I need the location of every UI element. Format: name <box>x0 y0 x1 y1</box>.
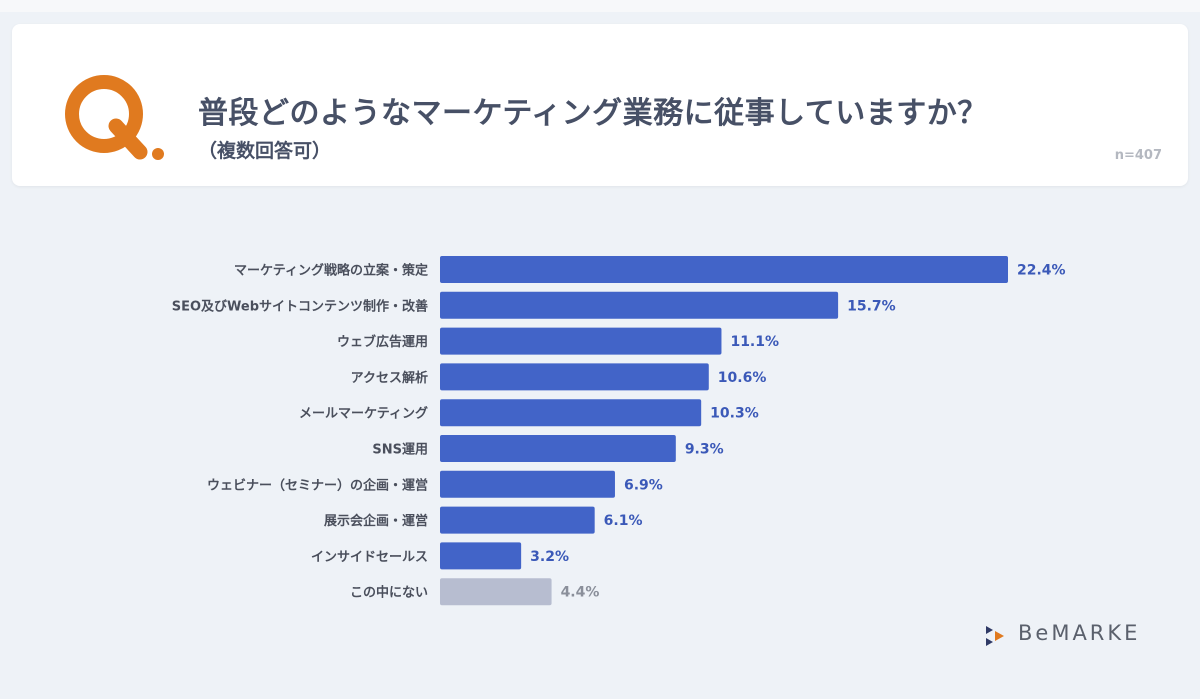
value-label: 15.7% <box>847 298 896 314</box>
category-label: マーケティング戦略の立案・策定 <box>234 263 428 279</box>
q-mark-icon <box>65 75 164 160</box>
value-label: 10.6% <box>718 370 767 386</box>
bar <box>440 256 1008 283</box>
value-label: 11.1% <box>730 334 779 350</box>
bar <box>440 291 839 319</box>
bar <box>440 470 615 498</box>
bar-chart: マーケティング戦略の立案・策定 22.4% SEO及びWebサイトコンテンツ制作・改… <box>172 256 1066 606</box>
category-label: メールマーケティング <box>299 406 428 422</box>
category-label: ウェブ広告運用 <box>337 334 428 350</box>
category-label: インサイドセールス <box>311 550 428 565</box>
question-subtitle: （複数回答可） <box>198 140 332 162</box>
category-label: SNS運用 <box>372 443 428 458</box>
bar <box>440 542 522 570</box>
question-card: 普段どのようなマーケティング業務に従事していますか？ （複数回答可） n=407 <box>12 24 1188 186</box>
top-strip <box>0 0 1200 12</box>
brand-arrows-icon <box>986 626 1004 646</box>
value-label: 22.4% <box>1017 263 1066 279</box>
value-label: 3.2% <box>530 549 569 565</box>
value-label: 6.1% <box>604 513 643 529</box>
value-label: 10.3% <box>710 406 759 422</box>
category-label: この中にない <box>350 585 428 601</box>
category-label: ウェビナー（セミナー）の企画・運営 <box>207 477 428 493</box>
bar <box>440 399 702 427</box>
bar <box>440 506 595 534</box>
brand-name: BeMARKE <box>1018 621 1141 645</box>
sample-size: n=407 <box>1114 148 1162 163</box>
bar <box>440 435 676 462</box>
category-label: SEO及びWebサイトコンテンツ制作・改善 <box>172 298 428 314</box>
bar <box>440 327 722 355</box>
value-label: 4.4% <box>561 585 600 601</box>
value-label: 6.9% <box>624 477 663 493</box>
brand-logo: BeMARKE <box>982 620 1172 650</box>
value-label: 9.3% <box>685 442 724 458</box>
category-label: 展示会企画・運営 <box>324 513 428 529</box>
question-title: 普段どのようなマーケティング業務に従事していますか？ <box>198 96 988 131</box>
category-label: アクセス解析 <box>351 370 428 386</box>
bar <box>440 363 709 391</box>
bar <box>440 578 552 606</box>
